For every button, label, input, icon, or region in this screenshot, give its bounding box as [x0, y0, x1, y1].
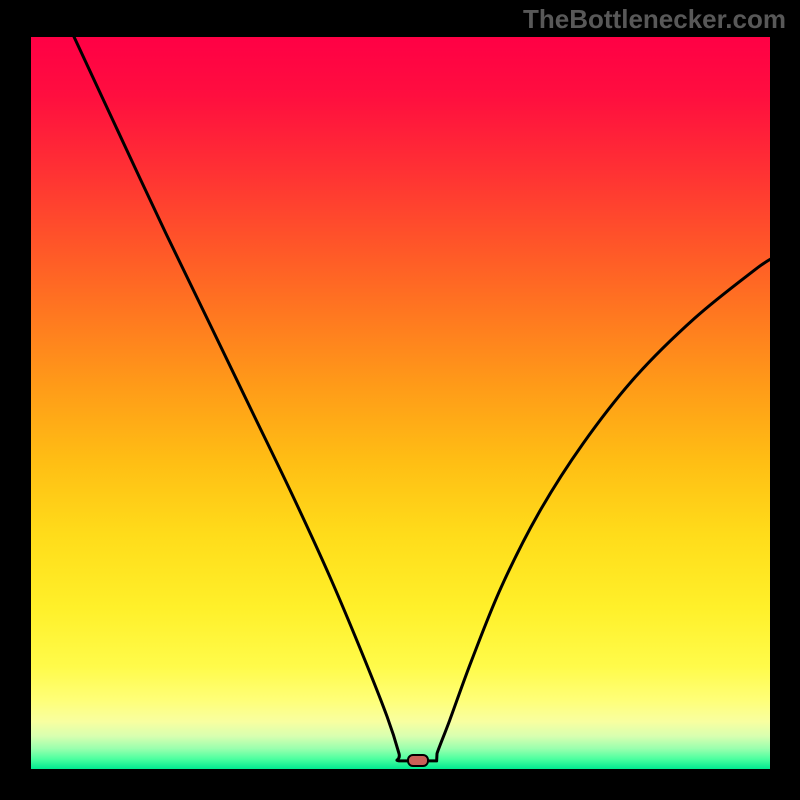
apex-marker — [407, 754, 429, 767]
watermark-text: TheBottlenecker.com — [523, 4, 786, 35]
bottleneck-curve — [28, 34, 773, 772]
